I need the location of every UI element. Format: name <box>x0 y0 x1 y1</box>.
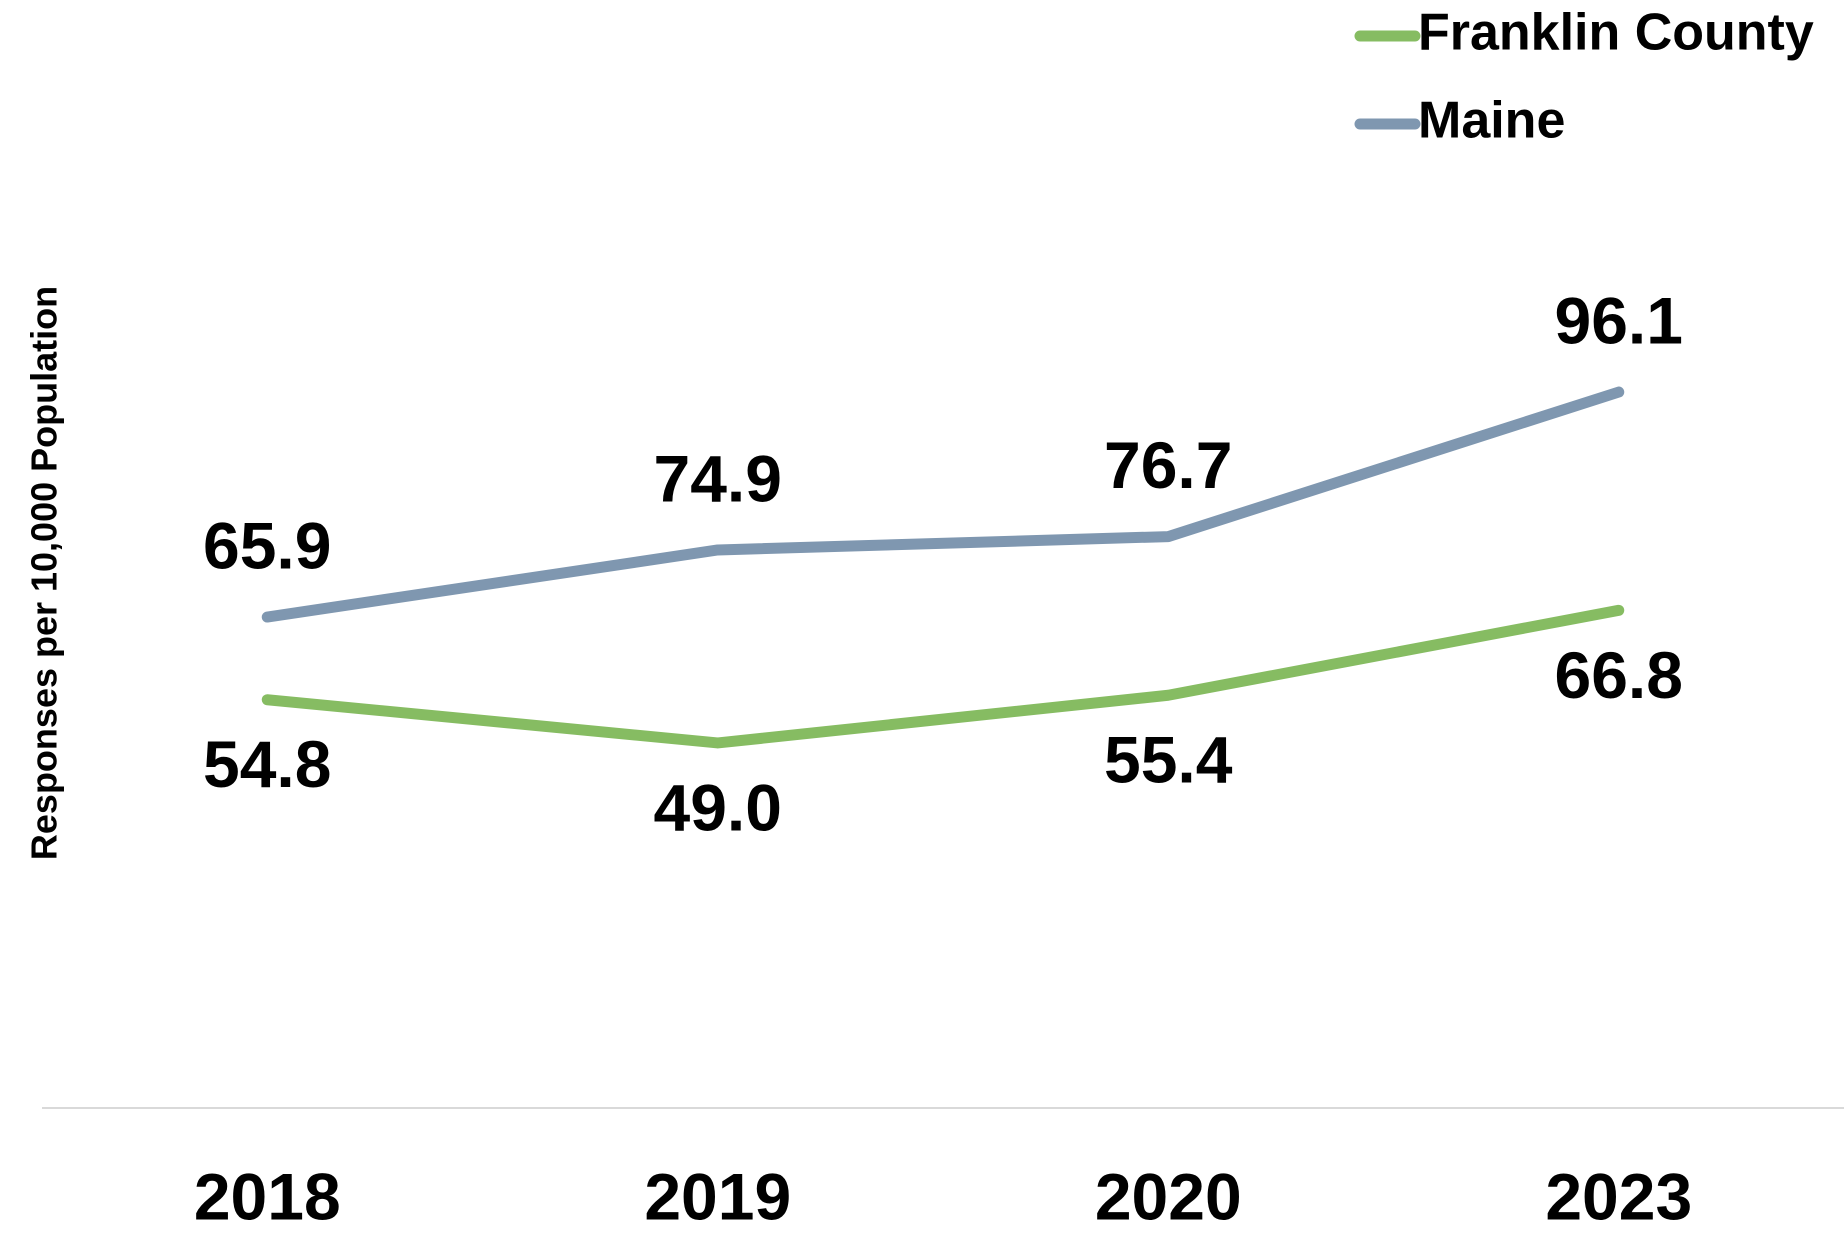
data-label: 49.0 <box>654 770 782 844</box>
x-tick-label: 2020 <box>1095 1159 1242 1233</box>
data-label: 74.9 <box>654 441 782 515</box>
series-line <box>261 386 1625 623</box>
data-label: 66.8 <box>1555 638 1683 712</box>
series-line <box>261 604 1625 749</box>
x-tick-label: 2018 <box>194 1159 341 1233</box>
data-label: 65.9 <box>203 508 331 582</box>
data-label: 54.8 <box>203 727 331 801</box>
data-label: 96.1 <box>1555 283 1683 357</box>
legend-label: Maine <box>1418 92 1565 150</box>
data-label: 55.4 <box>1104 723 1233 797</box>
x-tick-label: 2023 <box>1545 1159 1692 1233</box>
y-axis-label: Responses per 10,000 Population <box>24 286 65 860</box>
legend-label: Franklin County <box>1418 4 1814 62</box>
data-label: 76.7 <box>1104 428 1232 502</box>
x-tick-label: 2019 <box>644 1159 791 1233</box>
